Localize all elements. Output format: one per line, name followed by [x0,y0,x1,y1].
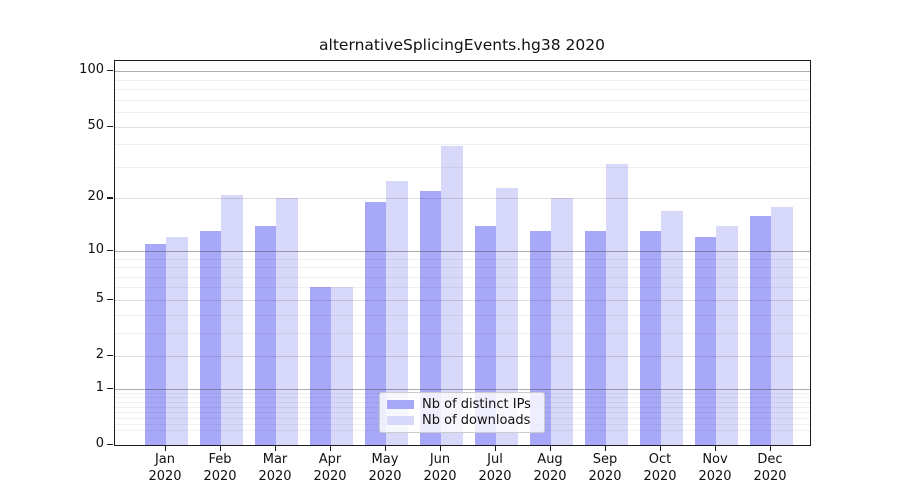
x-axis-tick-label-jul: Jul 2020 [478,452,512,484]
bar-aug-distinct-ips [529,231,551,445]
x-axis-tick-label-jun: Jun 2020 [423,452,457,484]
x-axis-tick-label-oct: Oct 2020 [643,452,677,484]
gridline-50 [115,126,810,128]
x-axis-tick-nov [715,445,717,451]
bar-dec-downloads [771,206,793,445]
y-axis-tick-label-50: 50 [87,117,104,133]
y-axis-tick-5 [107,298,113,301]
gridline-20 [115,198,810,200]
bar-feb-distinct-ips [199,231,221,445]
x-axis-tick-jun [440,445,442,451]
y-axis-tick-50 [107,125,113,127]
y-axis-tick-1 [107,387,113,390]
x-axis-tick-feb [220,445,222,451]
bar-sep-distinct-ips [584,231,606,445]
gridline-1 [115,388,810,390]
x-axis-tick-label-apr: Apr 2020 [313,452,347,484]
y-axis-tick-2 [107,355,113,357]
gridline-80 [115,89,810,90]
gridline-90 [115,79,810,81]
gridline-2 [115,356,810,357]
legend-swatch-icon [387,400,414,410]
y-axis-tick-label-100: 100 [79,62,104,78]
x-axis-tick-label-feb: Feb 2020 [203,452,237,484]
bar-may-downloads [386,181,408,445]
x-axis-tick-may [385,445,387,451]
gridline-40 [115,144,810,146]
bar-oct-distinct-ips [639,231,661,445]
legend: Nb of distinct IPs Nb of downloads [379,392,545,433]
gridline-4 [115,314,810,316]
y-axis-tick-10 [107,249,113,252]
x-axis-tick-label-nov: Nov 2020 [698,452,732,484]
bar-oct-downloads [661,210,683,445]
bar-aug-downloads [551,198,573,445]
gridline-6 [115,287,810,289]
bar-feb-downloads [221,194,243,445]
gridline-60 [115,112,810,113]
x-axis-tick-label-may: May 2020 [368,452,402,484]
x-axis-tick-label-mar: Mar 2020 [258,452,292,484]
x-axis-tick-dec [770,445,772,451]
gridline-5 [115,299,810,301]
y-axis-tick-20 [107,197,113,199]
y-axis-tick-label-1: 1 [95,379,104,395]
x-axis-tick-oct [660,445,662,451]
x-axis-tick-label-jan: Jan 2020 [148,452,182,484]
x-axis-tick-jan [165,445,167,451]
bar-nov-distinct-ips [694,237,716,445]
y-axis-tick-0 [107,444,113,446]
legend-label: Nb of distinct IPs [422,397,531,413]
legend-entry-1: Nb of downloads [387,413,536,429]
gridline-9 [115,258,810,260]
x-axis-tick-apr [330,445,332,451]
bar-jan-downloads [166,237,188,445]
gridline-7 [115,276,810,278]
bar-may-distinct-ips [364,202,386,445]
x-axis-tick-label-dec: Dec 2020 [753,452,787,484]
bar-jan-distinct-ips [144,243,166,445]
bar-mar-downloads [276,198,298,445]
bar-dec-distinct-ips [749,215,771,445]
bar-nov-downloads [716,225,738,445]
y-axis-tick-label-5: 5 [95,290,104,306]
y-axis-tick-label-20: 20 [87,189,104,205]
gridline-3 [115,332,810,334]
bar-apr-downloads [331,287,353,445]
y-axis-tick-label-10: 10 [87,241,104,257]
bar-mar-distinct-ips [254,225,276,445]
bar-jun-downloads [441,146,463,445]
x-axis-tick-jul [495,445,497,451]
bar-apr-distinct-ips [309,287,331,445]
x-axis-tick-label-sep: Sep 2020 [588,452,622,484]
x-axis-tick-aug [550,445,552,451]
x-axis-tick-label-aug: Aug 2020 [533,452,567,484]
legend-label: Nb of downloads [422,412,531,428]
gridline-70 [115,99,810,101]
bar-jul-distinct-ips [474,225,496,445]
gridline-100 [115,71,810,73]
gridline-30 [115,166,810,168]
chart-title: alternativeSplicingEvents.hg38 2020 [319,36,605,54]
plot-area [114,59,811,446]
bar-jun-distinct-ips [419,191,441,445]
gridline-8 [115,267,810,268]
legend-entry-0: Nb of distinct IPs [387,397,536,413]
y-axis-tick-100 [107,70,113,72]
y-axis-tick-label-2: 2 [95,347,104,362]
y-axis-tick-label-0: 0 [95,436,104,451]
bar-sep-downloads [606,164,628,445]
bar-jul-downloads [496,187,518,445]
x-axis-tick-sep [605,445,607,451]
legend-swatch-icon [387,415,414,425]
x-axis-tick-mar [275,445,277,451]
gridline-10 [115,250,810,252]
